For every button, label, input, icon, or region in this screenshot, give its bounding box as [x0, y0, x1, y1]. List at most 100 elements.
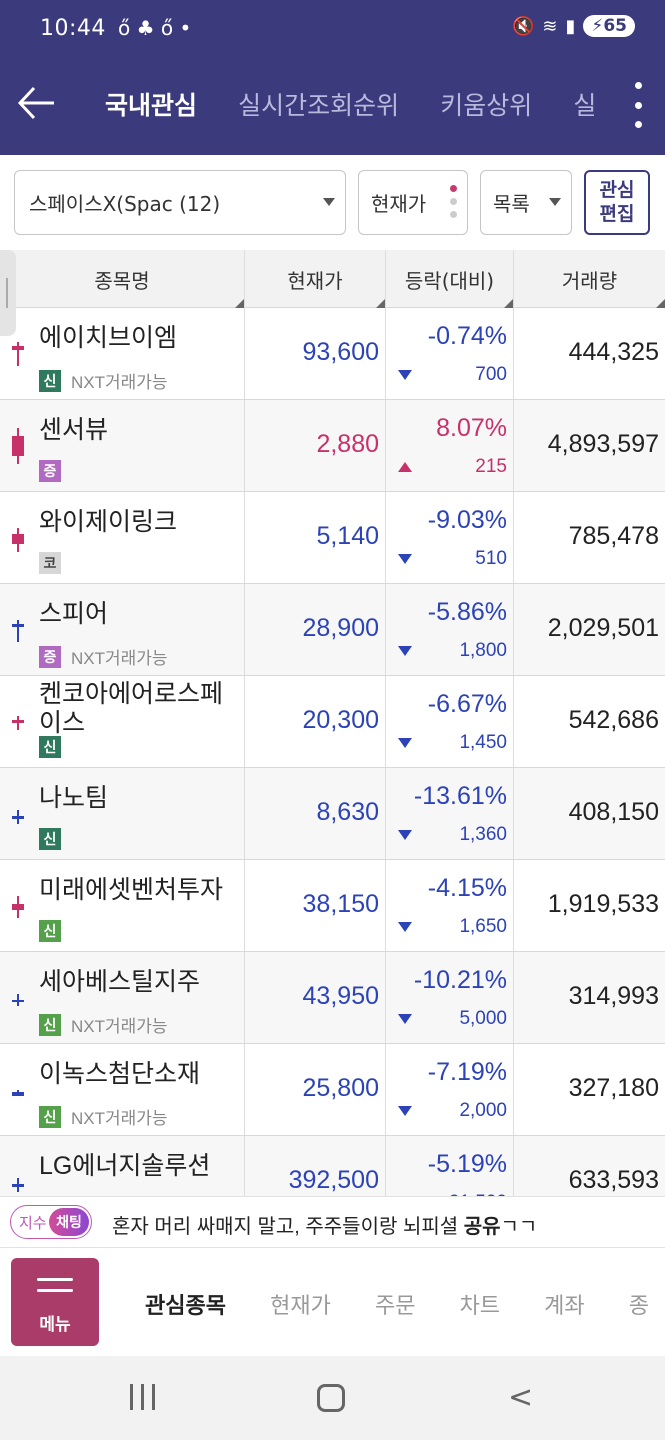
volume: 4,893,597 [547, 430, 659, 458]
stock-tags: 신 NXT거래가능 [39, 1012, 168, 1037]
tab-chart[interactable]: 차트 [459, 1293, 501, 1318]
home-icon[interactable] [317, 1384, 345, 1412]
change-percent: -5.19% [427, 1150, 507, 1178]
tab-realtime-rank[interactable]: 실시간조회순위 [238, 92, 400, 120]
col-change-label: 등락(대비) [404, 268, 495, 293]
triangle-down-icon [398, 646, 412, 656]
status-right: 🔇 ≋ ▮ ⚡65 [512, 15, 635, 37]
current-price: 38,150 [302, 890, 379, 918]
col-name[interactable]: 종목명 [0, 250, 245, 308]
col-price[interactable]: 현재가 [245, 250, 386, 308]
group-select[interactable]: 스페이스X(Spac (12) [14, 170, 346, 235]
more-options-button[interactable] [631, 82, 645, 128]
current-price: 20,300 [302, 706, 379, 734]
table-row[interactable]: LG에너지솔루션 392,500 -5.19% 21,500 633,593 [0, 1136, 665, 1196]
change-percent: -5.86% [427, 598, 507, 626]
tab-watchlist[interactable]: 관심종목 [145, 1293, 226, 1318]
candle-icon [9, 426, 27, 466]
stock-name: 센서뷰 [39, 416, 109, 444]
candle-icon [9, 1162, 27, 1196]
candle-icon [9, 610, 27, 650]
volume: 2,029,501 [547, 614, 659, 642]
table-row[interactable]: 미래에셋벤처투자 신 38,150 -4.15% 1,650 1,919,533 [0, 860, 665, 952]
table-row[interactable]: 스피어 증 NXT거래가능 28,900 -5.86% 1,800 2,029,… [0, 584, 665, 676]
cell-volume: 542,686 [514, 676, 665, 767]
change-percent: -7.19% [427, 1058, 507, 1086]
table-row[interactable]: 에이치브이엠 신 NXT거래가능 93,600 -0.74% 700 444,3… [0, 308, 665, 400]
change-percent: -6.67% [427, 690, 507, 718]
cell-price: 8,630 [245, 768, 386, 859]
toggle-dots-icon [450, 185, 457, 218]
stock-name: 나노팀 [39, 784, 109, 812]
tab-order[interactable]: 주문 [374, 1293, 416, 1318]
current-price: 93,600 [302, 338, 379, 366]
edit-watchlist-button[interactable]: 관심 편집 [584, 170, 650, 235]
table-row[interactable]: 센서뷰 증 2,880 8.07% 215 4,893,597 [0, 400, 665, 492]
change-amount: 700 [475, 364, 507, 385]
table-row[interactable]: 와이제이링크 코 5,140 -9.03% 510 785,478 [0, 492, 665, 584]
table-row[interactable]: 세아베스틸지주 신 NXT거래가능 43,950 -10.21% 5,000 3… [0, 952, 665, 1044]
cell-name: 이녹스첨단소재 신 NXT거래가능 [0, 1044, 245, 1135]
side-drawer-handle[interactable] [0, 250, 16, 336]
tab-more[interactable]: 종 [628, 1293, 650, 1318]
system-back-icon[interactable]: < [508, 1380, 534, 1415]
nxt-label: NXT거래가능 [71, 1109, 168, 1128]
candle-icon [9, 794, 27, 834]
current-price: 43,950 [302, 982, 379, 1010]
cell-change: -0.74% 700 [386, 308, 514, 399]
tab-domestic-watch[interactable]: 국내관심 [105, 92, 198, 120]
change-amount: 5,000 [459, 1008, 507, 1029]
cell-name: 세아베스틸지주 신 NXT거래가능 [0, 952, 245, 1043]
table-row[interactable]: 이녹스첨단소재 신 NXT거래가능 25,800 -7.19% 2,000 32… [0, 1044, 665, 1136]
menu-button[interactable]: 메뉴 [11, 1258, 99, 1346]
community-ticker[interactable]: 지수 채팅 혼자 머리 싸매지 말고, 주주들이랑 뇌피셜 공유ㄱㄱ [0, 1196, 665, 1248]
change-percent: -0.74% [427, 322, 507, 350]
stock-name: 에이치브이엠 [39, 324, 178, 352]
sort-corner-icon [504, 299, 513, 308]
index-chat-toggle[interactable]: 지수 채팅 [10, 1205, 92, 1239]
back-button[interactable] [14, 80, 60, 126]
stock-tags: 신 NXT거래가능 [39, 368, 168, 393]
triangle-down-icon [398, 830, 412, 840]
candle-icon [9, 518, 27, 558]
market-badge: 신 [39, 920, 61, 942]
cell-change: -10.21% 5,000 [386, 952, 514, 1043]
back-arrow-icon [17, 86, 54, 120]
table-header: 종목명 현재가 등락(대비) 거래량 [0, 250, 665, 308]
bottom-nav: 메뉴 관심종목 현재가 주문 차트 계좌 종 [0, 1248, 665, 1356]
recent-apps-icon[interactable] [130, 1384, 155, 1410]
edit-label-2: 편집 [599, 202, 635, 225]
index-label: 지수 [19, 1213, 47, 1232]
cell-change: -7.19% 2,000 [386, 1044, 514, 1135]
change-percent: -4.15% [427, 874, 507, 902]
price-mode-select[interactable]: 현재가 [358, 170, 468, 235]
triangle-down-icon [398, 370, 412, 380]
battery-indicator: ⚡65 [583, 15, 635, 37]
col-volume[interactable]: 거래량 [514, 250, 665, 308]
volume: 542,686 [568, 706, 659, 734]
tab-more-cut[interactable]: 실 [573, 92, 597, 120]
col-price-label: 현재가 [287, 268, 343, 293]
cell-price: 28,900 [245, 584, 386, 675]
nxt-label: NXT거래가능 [71, 373, 168, 392]
stock-tags: 신 NXT거래가능 [39, 1104, 168, 1129]
stock-tags: 신 [39, 736, 61, 758]
cell-volume: 2,029,501 [514, 584, 665, 675]
cell-price: 38,150 [245, 860, 386, 951]
cell-name: 센서뷰 증 [0, 400, 245, 491]
stock-name: 미래에셋벤처투자 [39, 876, 224, 904]
cell-change: -13.61% 1,360 [386, 768, 514, 859]
table-row[interactable]: 켄코아에어로스페이스 신 20,300 -6.67% 1,450 542,686 [0, 676, 665, 768]
filter-bar: 스페이스X(Spac (12) 현재가 목록 관심 편집 [0, 155, 665, 250]
price-mode-value: 현재가 [371, 192, 427, 216]
tab-current-price[interactable]: 현재가 [270, 1293, 331, 1318]
table-row[interactable]: 나노팀 신 8,630 -13.61% 1,360 408,150 [0, 768, 665, 860]
tab-kiwoom-top[interactable]: 키움상위 [440, 92, 533, 120]
cell-volume: 408,150 [514, 768, 665, 859]
change-amount: 1,800 [459, 640, 507, 661]
col-change[interactable]: 등락(대비) [386, 250, 514, 308]
app-header: 국내관심 실시간조회순위 키움상위 실 [0, 62, 665, 155]
tab-account[interactable]: 계좌 [544, 1293, 585, 1318]
view-mode-select[interactable]: 목록 [480, 170, 572, 235]
cell-change: 8.07% 215 [386, 400, 514, 491]
